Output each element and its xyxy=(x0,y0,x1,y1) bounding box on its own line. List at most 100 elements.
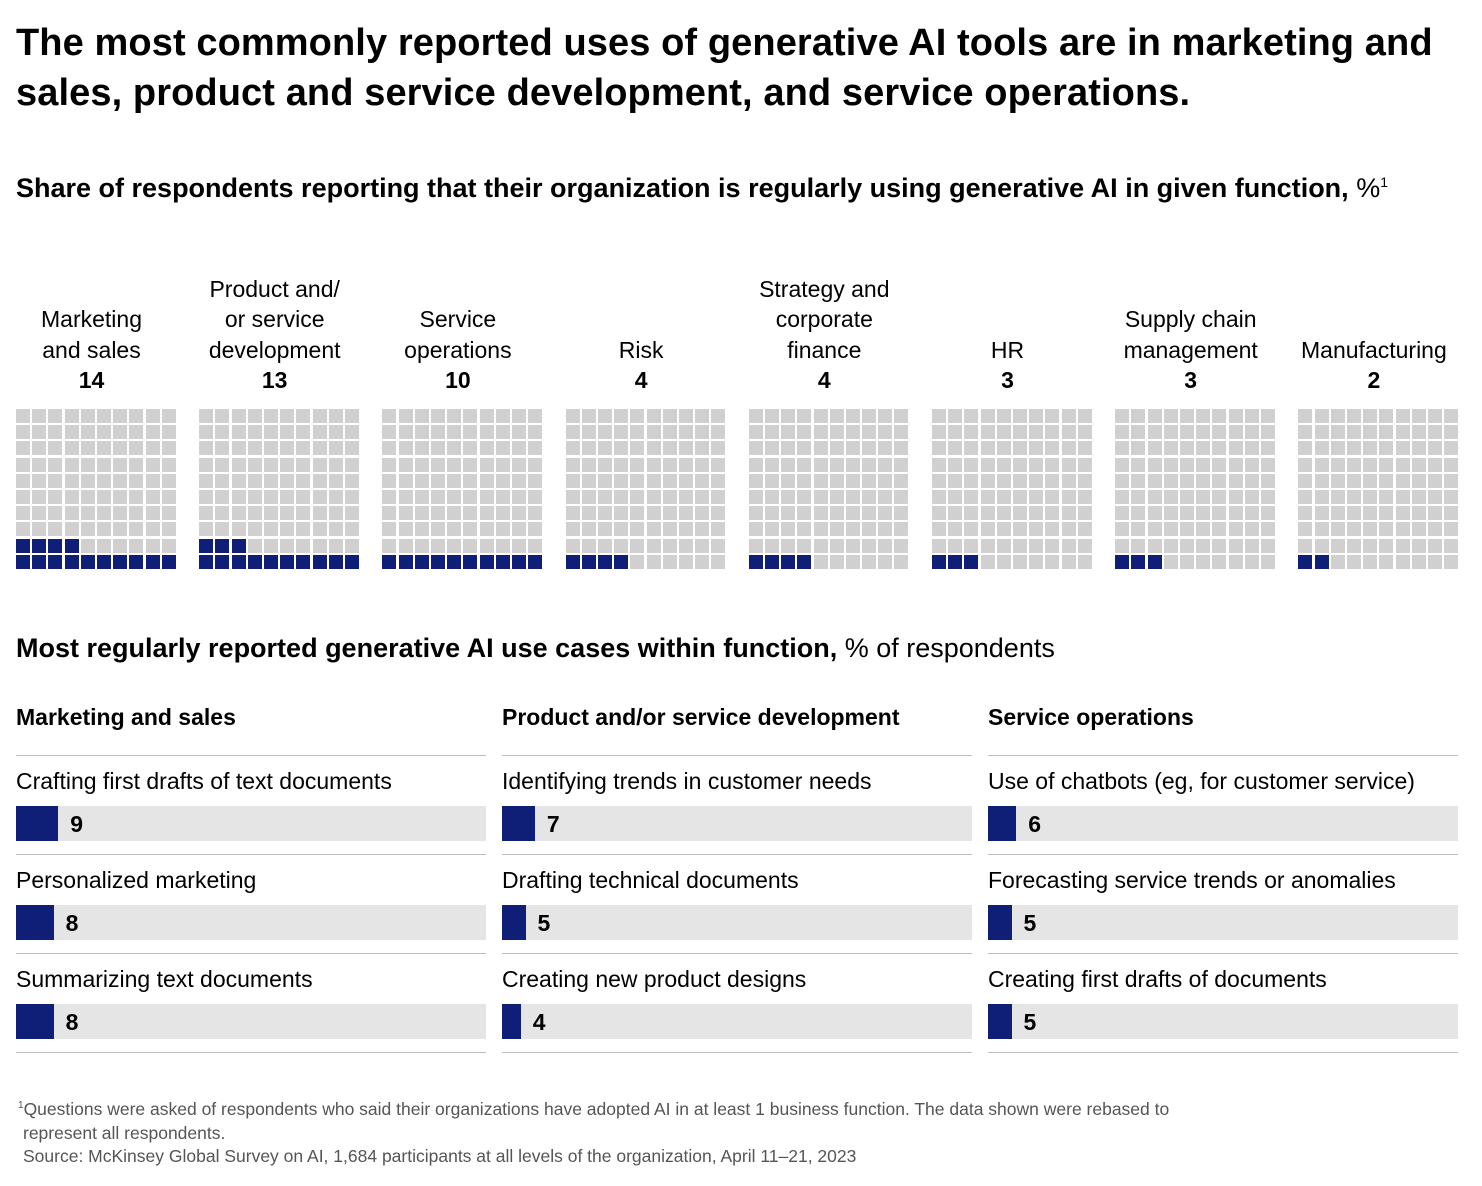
waffle-cell-empty xyxy=(1363,554,1378,569)
waffle-cell-empty xyxy=(1260,554,1275,569)
waffle-cell-empty xyxy=(813,473,828,488)
waffle-cell-empty xyxy=(344,489,359,504)
waffle-cell-empty xyxy=(695,522,710,537)
waffle-cell-empty xyxy=(1395,522,1410,537)
waffle-cell-empty xyxy=(862,489,877,504)
waffle-cell-empty xyxy=(1029,409,1044,423)
waffle-cell-empty xyxy=(764,538,779,553)
waffle-cell-empty xyxy=(414,425,429,440)
waffle-cell-empty xyxy=(948,522,963,537)
waffle-cell-empty xyxy=(662,538,677,553)
waffle-cell-empty xyxy=(996,522,1011,537)
waffle-cell-empty xyxy=(1179,538,1194,553)
waffle-cell-empty xyxy=(161,457,176,472)
waffle-cell-filled xyxy=(16,538,30,553)
waffle-cell-empty xyxy=(695,506,710,521)
waffle-cell-filled xyxy=(199,538,214,553)
waffle-cell-empty xyxy=(813,425,828,440)
waffle-cell-empty xyxy=(1179,522,1194,537)
waffle-cell-empty xyxy=(1427,473,1442,488)
bar-fill xyxy=(16,905,54,940)
bar-value-label: 9 xyxy=(70,811,84,837)
waffle-cell-empty xyxy=(614,425,629,440)
waffle-cell-empty xyxy=(630,554,645,569)
waffle-cell-empty xyxy=(764,441,779,456)
waffle-cell-empty xyxy=(80,506,95,521)
waffle-cell-empty xyxy=(145,457,160,472)
waffle-cell-empty xyxy=(1314,522,1329,537)
waffle-cell-empty xyxy=(511,457,526,472)
waffle-cell-filled xyxy=(215,554,230,569)
waffle-cell-empty xyxy=(862,473,877,488)
waffle-cell-empty xyxy=(296,506,311,521)
waffle-cell-empty xyxy=(1147,489,1162,504)
waffle-cell-empty xyxy=(845,522,860,537)
waffle-cell-empty xyxy=(344,506,359,521)
waffle-cell-empty xyxy=(1012,441,1027,456)
waffle-cell-empty xyxy=(829,554,844,569)
waffle-cell-empty xyxy=(1061,506,1076,521)
waffle-grid xyxy=(1115,409,1275,569)
waffle-cell-empty xyxy=(48,441,63,456)
waffle-cell-empty xyxy=(263,409,278,423)
waffle-cell-empty xyxy=(614,489,629,504)
waffle-cell-empty xyxy=(630,457,645,472)
waffle-cell-empty xyxy=(161,441,176,456)
waffle-cell-empty xyxy=(711,441,726,456)
waffle-cell-empty xyxy=(614,441,629,456)
waffle-cell-empty xyxy=(161,538,176,553)
waffle-cell-empty xyxy=(1411,538,1426,553)
waffle-cell-empty xyxy=(1395,554,1410,569)
waffle-cell-empty xyxy=(398,489,413,504)
waffle-cell-empty xyxy=(1346,425,1361,440)
waffle-cell-empty xyxy=(328,538,343,553)
waffle-cell-empty xyxy=(312,489,327,504)
waffle-cell-empty xyxy=(414,522,429,537)
waffle-cell-empty xyxy=(64,473,79,488)
use-case-label: Personalized marketing xyxy=(16,867,257,893)
waffle-cell-empty xyxy=(398,506,413,521)
waffle-cell-empty xyxy=(1379,409,1394,423)
waffle-cell-empty xyxy=(1077,409,1092,423)
waffle-cell-empty xyxy=(96,538,111,553)
waffle-cell-empty xyxy=(247,489,262,504)
use-case-label: Crafting first drafts of text documents xyxy=(16,768,392,794)
waffle-cell-empty xyxy=(231,409,246,423)
waffle-cell-empty xyxy=(32,425,47,440)
waffle-cell-empty xyxy=(215,457,230,472)
waffle-cell-empty xyxy=(1298,538,1313,553)
waffle-cell-empty xyxy=(829,425,844,440)
waffle-cell-empty xyxy=(1147,409,1162,423)
waffle-cell-empty xyxy=(614,473,629,488)
waffle-cell-empty xyxy=(344,522,359,537)
waffle-cell-empty xyxy=(980,538,995,553)
waffle-cell-empty xyxy=(1411,522,1426,537)
waffle-cell-empty xyxy=(964,522,979,537)
waffle-cell-empty xyxy=(1444,538,1459,553)
waffle-cell-empty xyxy=(447,506,462,521)
waffle-cell-empty xyxy=(1395,506,1410,521)
waffle-cell-empty xyxy=(630,506,645,521)
waffle-cell-empty xyxy=(511,522,526,537)
waffle-cell-empty xyxy=(1061,554,1076,569)
waffle-cell-empty xyxy=(565,441,580,456)
waffle-cell-empty xyxy=(948,489,963,504)
waffle-cell-empty xyxy=(328,522,343,537)
waffle-cell-empty xyxy=(996,489,1011,504)
waffle-cell-empty xyxy=(1029,425,1044,440)
waffle-cell-empty xyxy=(1379,489,1394,504)
waffle-cell-empty xyxy=(328,457,343,472)
waffle-cell-empty xyxy=(630,473,645,488)
waffle-cell-empty xyxy=(1061,457,1076,472)
waffle-cell-filled xyxy=(161,554,176,569)
waffle-cell-empty xyxy=(980,409,995,423)
waffle-cell-empty xyxy=(646,441,661,456)
waffle-cell-empty xyxy=(678,441,693,456)
waffle-cell-empty xyxy=(215,409,230,423)
waffle-cell-empty xyxy=(296,441,311,456)
waffle-cell-empty xyxy=(845,441,860,456)
footnote-text: 1Questions were asked of respondents who… xyxy=(18,1098,1398,1122)
waffle-cell-empty xyxy=(1260,538,1275,553)
waffle-cell-empty xyxy=(797,489,812,504)
waffle-cell-empty xyxy=(113,473,128,488)
